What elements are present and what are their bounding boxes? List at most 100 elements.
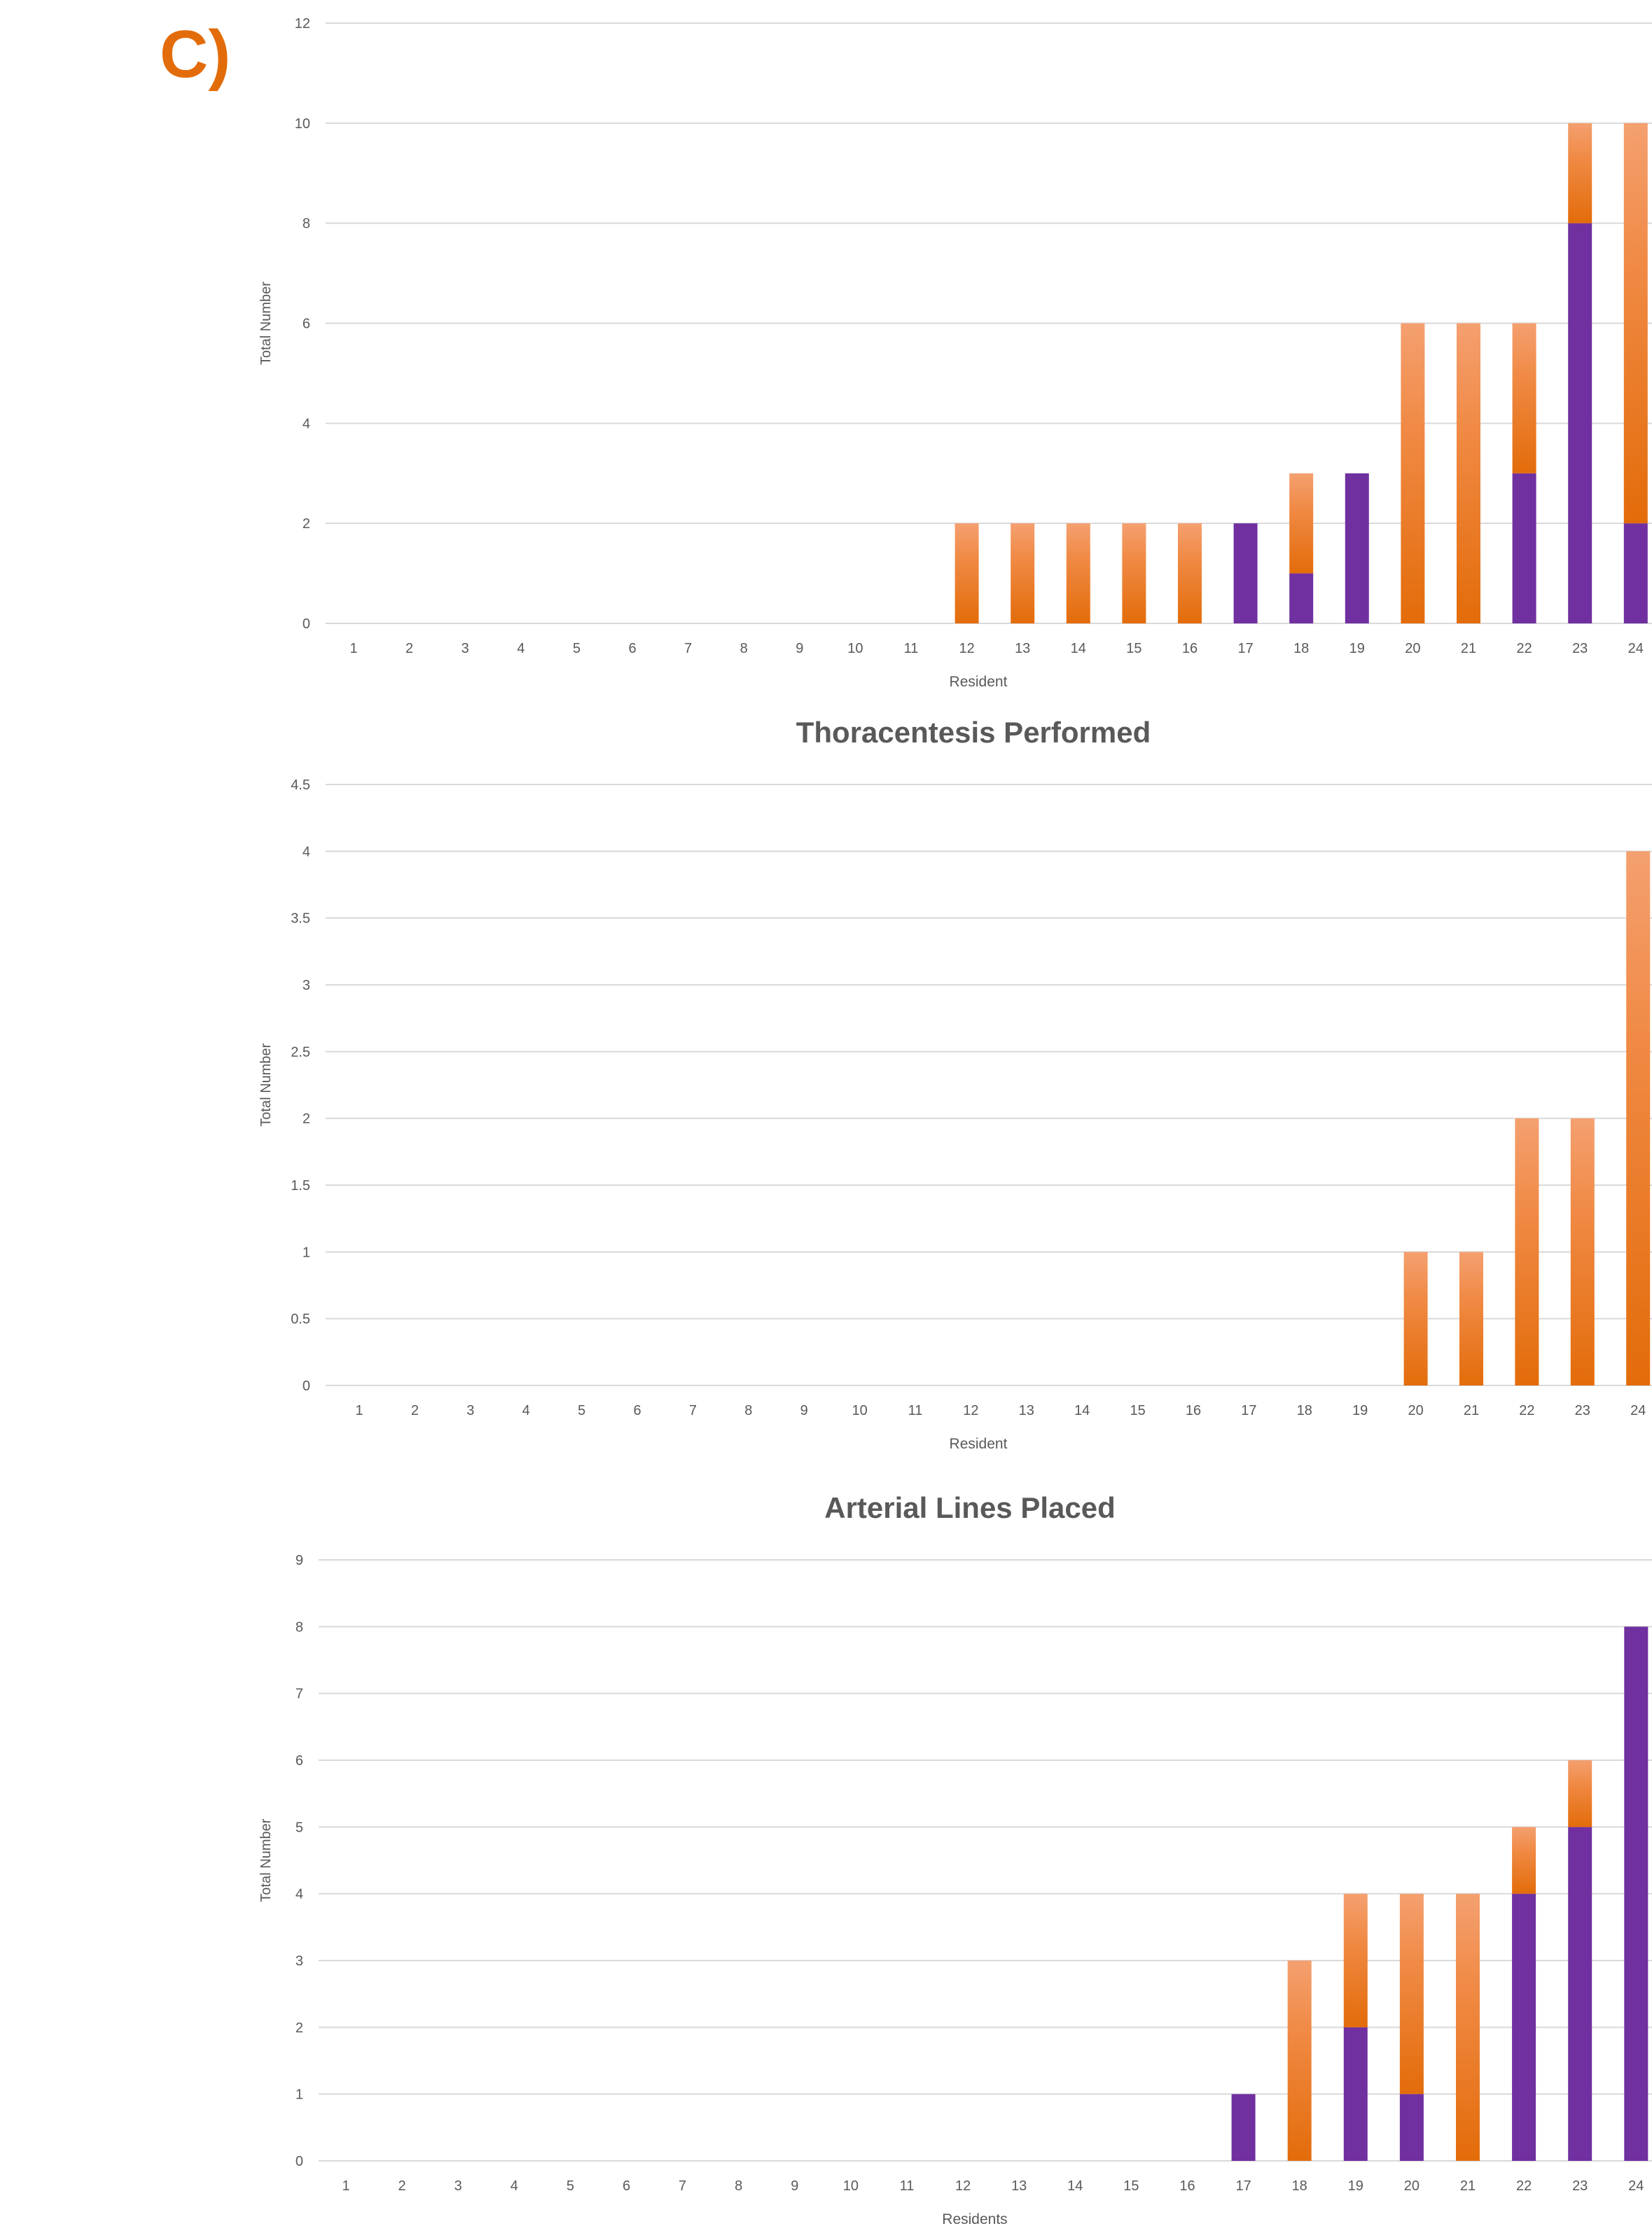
y-tick-label: 0 [303,1378,310,1394]
x-tick-label: 5 [578,1403,585,1418]
bar-segment-purple [1231,2094,1256,2161]
x-tick-label: 15 [1126,641,1141,656]
bar-segment-purple [1289,573,1314,623]
y-tick-label: 4 [296,1887,303,1902]
x-tick-label: 8 [744,1403,752,1418]
x-tick-label: 3 [466,1403,474,1418]
x-tick-label: 23 [1572,641,1588,656]
y-tick-label: 7 [296,1687,303,1702]
chart-thoracentesis: Thoracentesis Performed 0 0.5 1 1.5 2 2.5 3 3.5 4… [258,716,1652,1452]
x-tick-label: 2 [405,641,413,656]
x-tick-label: 6 [623,2178,630,2194]
panel-label: C) [160,17,231,92]
x-tick-label: 3 [454,2178,462,2194]
bar-segment-orange [1570,1118,1595,1385]
bar-segment-orange [1289,473,1314,574]
x-tick-label: 10 [847,641,863,656]
y-tick-label: 0 [303,616,310,632]
x-tick-label: 20 [1408,1403,1423,1418]
x-tick-label: 13 [1011,2178,1027,2194]
x-tick-label: 10 [843,2178,859,2194]
y-tick-label: 3 [296,1954,303,1969]
x-tick-label: 4 [517,641,525,656]
x-tick-label: 15 [1130,1403,1145,1418]
x-tick-label: 9 [796,641,803,656]
y-axis-label: Total Number [258,1818,274,1902]
y-tick-label: 2 [296,2020,303,2035]
bar-segment-purple [1568,223,1592,624]
bar-segment-orange [955,523,979,623]
bar-segment-purple [1233,523,1258,623]
bar-segment-orange [1456,1893,1480,2161]
x-tick-label: 8 [735,2178,742,2194]
x-tick-label: 13 [1015,641,1030,656]
y-tick-label: 1 [303,1245,310,1260]
bar-segment-orange [1512,1827,1536,1894]
x-tick-label: 12 [955,2178,971,2194]
y-tick-label: 9 [296,1553,303,1568]
x-tick-label: 1 [342,2178,349,2194]
bar-segment-orange [1122,523,1146,623]
bar-segment-orange [1178,523,1202,623]
x-tick-label: 7 [684,641,692,656]
x-tick-label: 1 [355,1403,363,1418]
x-tick-label: 4 [522,1403,530,1418]
x-tick-label: 18 [1292,2178,1307,2194]
bar-segment-purple [1623,523,1648,623]
x-tick-label: 17 [1235,2178,1251,2194]
x-tick-label: 6 [628,641,636,656]
y-tick-label: 5 [296,1820,303,1835]
x-tick-label: 24 [1628,2178,1644,2194]
x-tick-label: 13 [1019,1403,1034,1418]
x-tick-label: 14 [1067,2178,1083,2194]
y-tick-label: 3.5 [291,911,310,927]
y-tick-label: 2 [303,516,310,532]
x-tick-label: 8 [740,641,748,656]
x-tick-label: 20 [1405,641,1420,656]
bar-segment-orange [1457,323,1480,623]
x-tick-label: 7 [679,2178,686,2194]
x-tick-label: 11 [900,2178,915,2194]
x-tick-label: 21 [1461,641,1476,656]
x-tick-label: 9 [800,1403,808,1418]
x-tick-label: 11 [908,1403,923,1418]
bar-segment-purple [1568,1827,1592,2161]
bar-segment-orange [1459,1252,1483,1385]
y-tick-label: 0 [296,2154,303,2169]
bar-segment-orange [1568,1760,1592,1827]
x-tick-label: 22 [1516,2178,1532,2194]
x-tick-label: 10 [852,1403,867,1418]
y-tick-label: 4.5 [291,777,310,793]
x-tick-label: 22 [1519,1403,1534,1418]
chart-title: Arterial Lines Placed [824,1491,1116,1524]
x-tick-label: 12 [963,1403,978,1418]
bar-segment-orange [1287,1961,1312,2161]
chart-title: Thoracentesis Performed [796,716,1151,749]
bar-segment-orange [1512,323,1536,473]
x-tick-label: 16 [1186,1403,1201,1418]
bar-segment-orange [1515,1118,1539,1385]
y-axis-label: Total Number [258,282,274,365]
x-tick-label: 16 [1182,641,1198,656]
y-tick-label: 2.5 [291,1044,310,1060]
y-tick-label: 10 [295,116,310,132]
x-tick-label: 21 [1460,2178,1476,2194]
x-tick-label: 11 [904,641,919,656]
bar-segment-purple [1345,473,1369,623]
x-axis-label: Resident [950,674,1008,690]
x-tick-label: 19 [1352,1403,1368,1418]
y-tick-label: 0.5 [291,1312,310,1327]
x-tick-label: 15 [1123,2178,1139,2194]
bar-segment-orange [1403,1252,1428,1385]
y-tick-label: 4 [303,416,310,431]
y-tick-label: 12 [295,16,310,32]
x-tick-label: 2 [398,2178,406,2194]
x-tick-label: 20 [1404,2178,1420,2194]
bar-segment-orange [1011,523,1035,623]
bar-segment-purple [1512,1893,1536,2161]
bar-segment-orange [1066,523,1090,623]
x-tick-label: 19 [1348,2178,1363,2194]
y-tick-label: 6 [296,1753,303,1769]
